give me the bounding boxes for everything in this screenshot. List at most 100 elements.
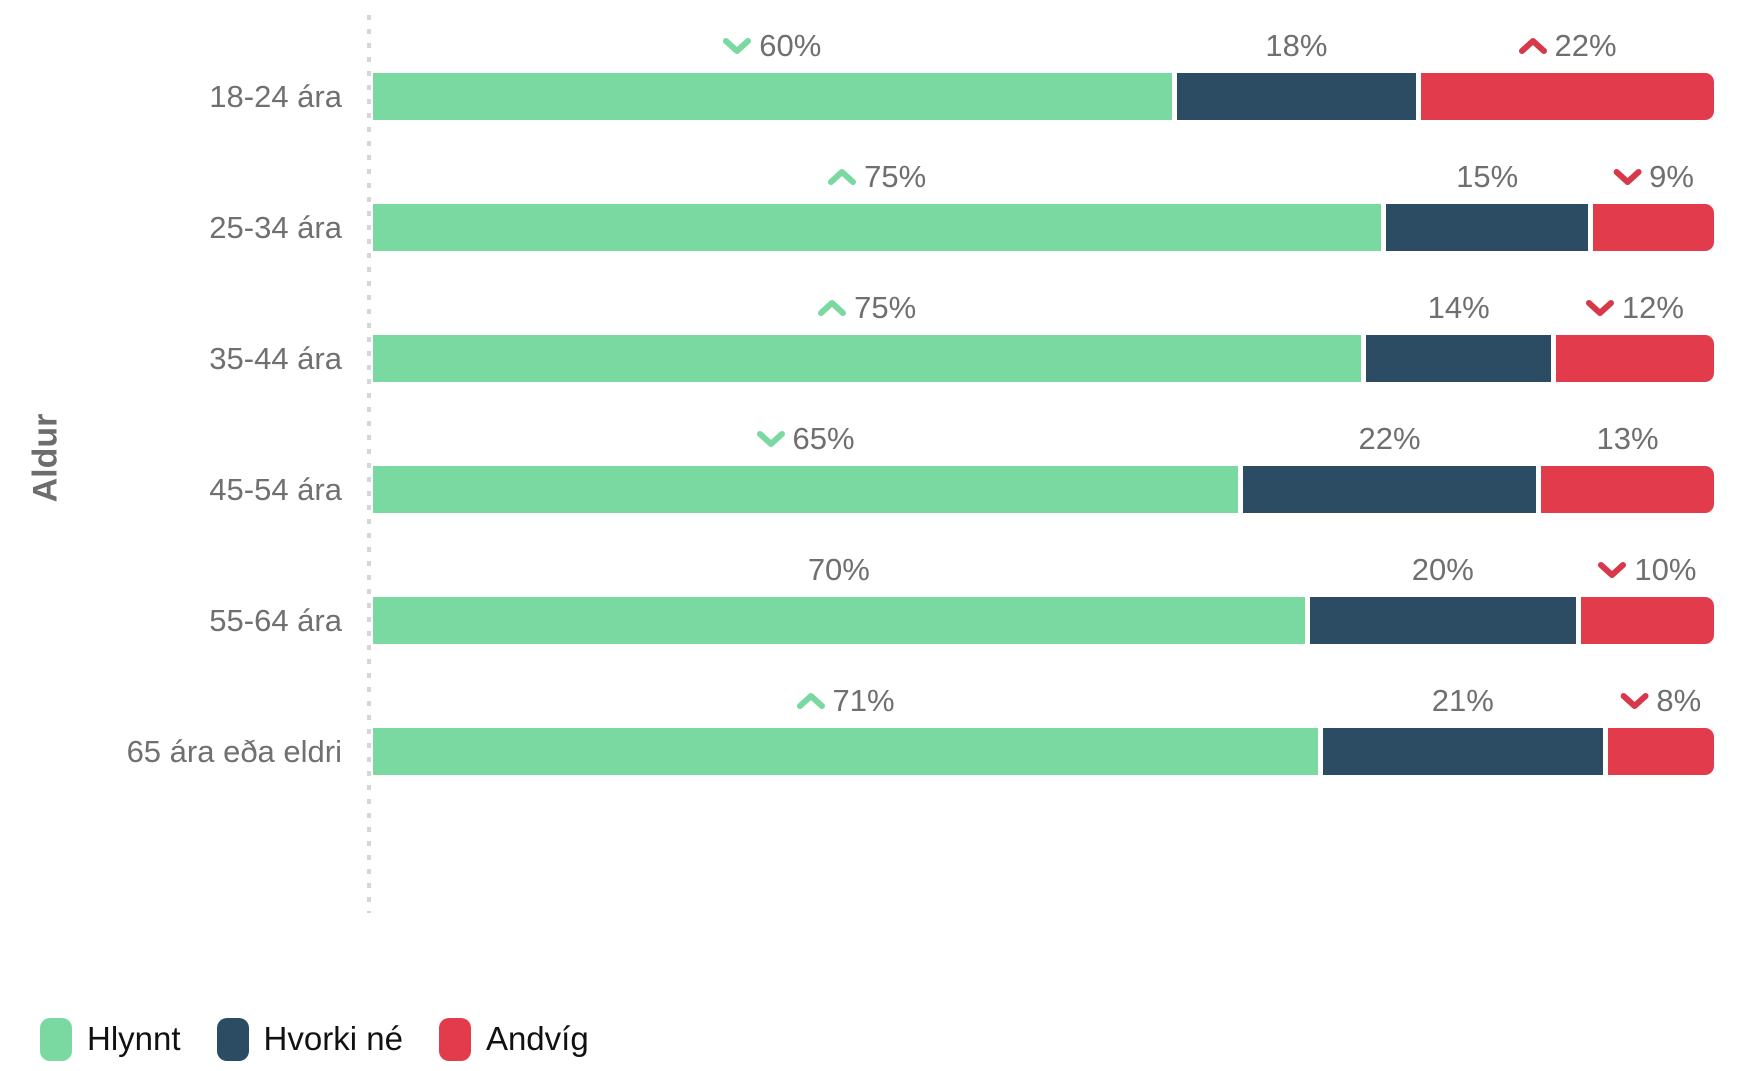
- trend-down-icon: [1585, 300, 1614, 316]
- category-label: 35-44 ára: [209, 341, 342, 376]
- bar-segment-hlynnt[interactable]: [373, 73, 1172, 120]
- segment-wrap: 13%: [1540, 421, 1714, 513]
- legend-label: Andvíg: [485, 1020, 589, 1057]
- value-label: 12%: [1585, 290, 1684, 326]
- value-label: 71%: [796, 683, 895, 719]
- value-label: 75%: [818, 290, 916, 326]
- segment-wrap: 75%: [373, 159, 1382, 251]
- chart-row-65-ra-e-a-eldri: 65 ára eða eldri 71% 21% 8%: [0, 675, 1753, 806]
- value-text: 14%: [1427, 290, 1490, 325]
- value-label: 13%: [1596, 421, 1658, 457]
- value-text: 22%: [1358, 421, 1421, 456]
- segment-wrap: 15%: [1386, 159, 1588, 251]
- value-label: 8%: [1620, 683, 1701, 719]
- value-label: 14%: [1428, 290, 1490, 326]
- value-label: 20%: [1412, 552, 1474, 588]
- legend-item-hvorki-n[interactable]: Hvorki né: [216, 1017, 403, 1061]
- bar-segment-hlynnt[interactable]: [373, 597, 1305, 644]
- category-label: 45-54 ára: [209, 472, 342, 507]
- value-label: 65%: [756, 421, 855, 457]
- bar-segment-hvorki-n[interactable]: [1243, 466, 1536, 513]
- value-label: 22%: [1359, 421, 1421, 457]
- value-text: 10%: [1634, 552, 1697, 587]
- value-label: 70%: [808, 552, 870, 588]
- chart-row-35-44-ra: 35-44 ára 75% 14% 12%: [0, 282, 1753, 413]
- value-text: 75%: [864, 159, 927, 194]
- trend-down-icon: [1620, 693, 1649, 709]
- segment-wrap: 14%: [1366, 290, 1551, 382]
- bar-segment-hvorki-n[interactable]: [1176, 73, 1417, 120]
- trend-up-icon: [818, 300, 847, 316]
- bar-track: 71% 21% 8%: [373, 683, 1715, 775]
- bar-segment-andv-g[interactable]: [1580, 597, 1714, 644]
- segment-wrap: 70%: [373, 552, 1305, 644]
- legend-label: Hlynnt: [87, 1020, 181, 1057]
- value-text: 60%: [759, 28, 822, 63]
- value-text: 71%: [832, 683, 895, 718]
- trend-down-icon: [1598, 562, 1627, 578]
- bar-segment-hlynnt[interactable]: [373, 466, 1239, 513]
- segment-wrap: 60%: [373, 28, 1172, 120]
- segment-wrap: 71%: [373, 683, 1319, 775]
- bar-segment-hvorki-n[interactable]: [1309, 597, 1576, 644]
- legend-item-andv-g[interactable]: Andvíg: [438, 1017, 589, 1061]
- bar-segment-andv-g[interactable]: [1540, 466, 1714, 513]
- category-label: 55-64 ára: [209, 603, 342, 638]
- value-text: 22%: [1554, 28, 1617, 63]
- bar-segment-andv-g[interactable]: [1607, 728, 1715, 775]
- segment-wrap: 22%: [1421, 28, 1714, 120]
- y-axis-dotted-line: [367, 15, 371, 913]
- bar-track: 65% 22% 13%: [373, 421, 1714, 513]
- value-label: 22%: [1518, 28, 1617, 64]
- bar-segment-hvorki-n[interactable]: [1366, 335, 1551, 382]
- legend-label: Hvorki né: [263, 1020, 403, 1057]
- value-text: 20%: [1411, 552, 1474, 587]
- legend-item-hlynnt[interactable]: Hlynnt: [40, 1017, 181, 1061]
- segment-wrap: 22%: [1243, 421, 1536, 513]
- value-label: 15%: [1456, 159, 1518, 195]
- segment-wrap: 12%: [1555, 290, 1714, 382]
- trend-down-icon: [756, 431, 785, 447]
- legend-swatch-hlynnt: [40, 1017, 72, 1061]
- bar-segment-hlynnt[interactable]: [373, 728, 1319, 775]
- category-label: 65 ára eða eldri: [126, 734, 342, 769]
- bar-track: 75% 15% 9%: [373, 159, 1714, 251]
- bar-segment-hvorki-n[interactable]: [1323, 728, 1603, 775]
- bar-segment-hvorki-n[interactable]: [1386, 204, 1588, 251]
- legend-swatch-hvorki-n: [216, 1017, 249, 1061]
- value-label: 75%: [828, 159, 926, 195]
- bar-segment-andv-g[interactable]: [1421, 73, 1714, 120]
- value-text: 13%: [1596, 421, 1659, 456]
- category-label: 18-24 ára: [209, 79, 342, 114]
- bar-segment-hlynnt[interactable]: [373, 204, 1382, 251]
- segment-wrap: 65%: [373, 421, 1239, 513]
- trend-down-icon: [1613, 169, 1642, 185]
- value-label: 9%: [1613, 159, 1694, 195]
- value-text: 9%: [1649, 159, 1694, 194]
- segment-wrap: 8%: [1607, 683, 1715, 775]
- bar-track: 75% 14% 12%: [373, 290, 1714, 382]
- trend-up-icon: [796, 693, 825, 709]
- value-text: 15%: [1456, 159, 1519, 194]
- bar-segment-andv-g[interactable]: [1555, 335, 1714, 382]
- value-text: 18%: [1265, 28, 1328, 63]
- chart-row-45-54-ra: 45-54 ára 65% 22% 13%: [0, 413, 1753, 544]
- value-label: 60%: [723, 28, 821, 64]
- segment-wrap: 75%: [373, 290, 1362, 382]
- value-text: 75%: [854, 290, 917, 325]
- chart-row-18-24-ra: 18-24 ára 60% 18% 22%: [0, 20, 1753, 151]
- bar-segment-hlynnt[interactable]: [373, 335, 1362, 382]
- value-text: 8%: [1656, 683, 1702, 718]
- trend-down-icon: [723, 38, 752, 54]
- legend-swatch-andv-g: [438, 1017, 471, 1061]
- legend: Hlynnt Hvorki né Andvíg: [40, 1015, 589, 1063]
- value-text: 12%: [1621, 290, 1684, 325]
- segment-wrap: 20%: [1309, 552, 1576, 644]
- segment-wrap: 18%: [1176, 28, 1417, 120]
- bar-track: 60% 18% 22%: [373, 28, 1714, 120]
- trend-up-icon: [1518, 38, 1547, 54]
- bar-segment-andv-g[interactable]: [1593, 204, 1714, 251]
- value-label: 21%: [1432, 683, 1494, 719]
- value-text: 21%: [1431, 683, 1494, 718]
